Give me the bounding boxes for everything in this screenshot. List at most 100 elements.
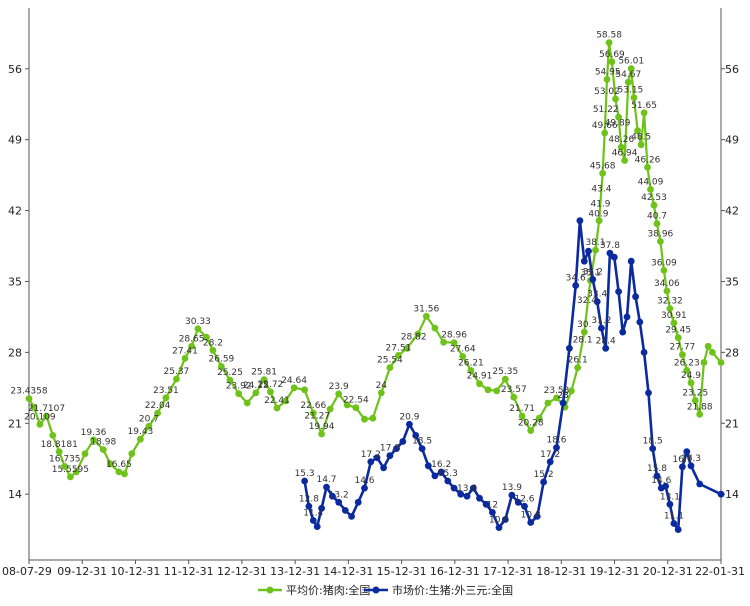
series-1-point-56 xyxy=(623,313,631,321)
data-label-36: 28.96 xyxy=(441,331,467,341)
data-label-45: 26.1 xyxy=(568,356,588,366)
data-label-49: 35.1 xyxy=(580,269,600,279)
series-0-point-20 xyxy=(173,375,180,383)
data-label-81: 24.9 xyxy=(681,371,701,381)
x-tick-label-16-12-31: 16-12-31 xyxy=(430,565,480,578)
series-1-point-10 xyxy=(354,498,362,506)
data-label-73: 38.96 xyxy=(648,229,674,239)
series-1-point-34 xyxy=(508,491,516,499)
x-tick-label-22-01-31: 22-01-31 xyxy=(695,565,745,578)
data-label-115: 13.1 xyxy=(660,492,680,502)
series-1-point-69 xyxy=(679,463,686,471)
legend-marker-green xyxy=(266,586,274,594)
series-0-point-96 xyxy=(670,319,678,327)
data-label-26: 22.66 xyxy=(300,401,326,411)
series-0-point-32 xyxy=(267,388,274,396)
data-label-31: 24 xyxy=(376,381,388,391)
series-0-point-26 xyxy=(218,363,225,370)
series-0-point-40 xyxy=(335,390,343,398)
data-label-101: 10.8 xyxy=(521,511,541,521)
data-label-88: 13.2 xyxy=(329,490,349,500)
data-label-118: 16.3 xyxy=(681,454,701,464)
left-y-tick-labels: 14 21 28 35 42 49 56 xyxy=(8,63,29,501)
series-0-point-50 xyxy=(422,312,430,320)
x-tick-label-18-12-31: 18-12-31 xyxy=(536,565,586,578)
series-0-point-41 xyxy=(343,401,351,409)
series-0-point-83 xyxy=(627,65,635,73)
series-0-point-47 xyxy=(395,352,402,359)
series-0-point-59 xyxy=(501,375,509,383)
data-label-66: 56.01 xyxy=(618,57,644,67)
data-label-105: 23 xyxy=(557,391,568,401)
series-0-point-69 xyxy=(580,328,588,336)
data-label-51: 40.9 xyxy=(588,210,608,220)
data-label-57: 53.02 xyxy=(594,87,620,97)
data-label-68: 48.5 xyxy=(631,133,651,143)
series-0-point-78 xyxy=(612,95,619,103)
series-0-point-11 xyxy=(99,446,107,453)
data-label-74: 36.09 xyxy=(651,258,677,268)
series-1-point-45 xyxy=(576,217,584,225)
data-label-0: 23.4358 xyxy=(10,387,47,397)
series-1-point-67 xyxy=(670,520,678,527)
series-1-point-37 xyxy=(527,519,535,526)
series-0-point-21 xyxy=(181,354,189,362)
series-0-point-63 xyxy=(535,414,543,422)
series-0-point-55 xyxy=(467,367,475,374)
series-1-point-49 xyxy=(593,298,601,306)
series-1-point-41 xyxy=(553,444,560,451)
data-label-13: 25.37 xyxy=(164,367,190,377)
series-0-point-22 xyxy=(188,342,196,350)
series-1-point-52 xyxy=(606,249,614,257)
series-0-point-4 xyxy=(49,432,57,439)
data-label-10: 20.7 xyxy=(139,414,159,424)
x-tick-label-13-12-31: 13-12-31 xyxy=(270,565,320,578)
legend-item-market-price: 市场价:生猪:外三元:全国 xyxy=(364,583,513,597)
series-0-point-57 xyxy=(484,386,492,394)
data-label-110: 28.4 xyxy=(596,336,616,346)
data-label-27: 21.27 xyxy=(304,411,330,421)
series-1 xyxy=(301,217,725,533)
series-1-point-8 xyxy=(341,507,349,514)
series-0-point-94 xyxy=(663,287,671,295)
series-1-point-54 xyxy=(615,288,622,295)
data-label-60: 56.69 xyxy=(599,50,625,60)
right-y-tick-labels: 14 21 28 35 42 49 56 xyxy=(721,63,739,501)
series-1-point-27 xyxy=(463,492,471,500)
series-1-point-20 xyxy=(418,445,426,452)
series-1-point-71 xyxy=(687,462,695,470)
series-0-point-68 xyxy=(574,364,582,371)
data-label-87: 14.7 xyxy=(316,475,336,485)
series-1-point-17 xyxy=(399,438,407,445)
data-label-70: 44.09 xyxy=(638,177,664,187)
data-label-56: 51.22 xyxy=(593,105,619,115)
data-label-75: 34.06 xyxy=(654,279,680,289)
series-1-point-58 xyxy=(632,293,639,301)
y-tick-label-right-28: 28 xyxy=(725,346,739,359)
data-label-97: 12 xyxy=(487,500,498,510)
series-0-point-87 xyxy=(640,109,648,117)
series-1-point-35 xyxy=(514,498,522,506)
series-1-point-62 xyxy=(649,445,657,452)
data-label-33: 27.51 xyxy=(386,343,412,353)
y-tick-label-left-21: 21 xyxy=(8,417,22,430)
series-0-point-3 xyxy=(43,412,50,420)
series-0-point-34 xyxy=(282,397,289,405)
series-0-point-103 xyxy=(700,359,708,366)
series-0-point-80 xyxy=(617,143,625,151)
data-label-22: 25.81 xyxy=(251,368,277,378)
data-label-85: 12.8 xyxy=(299,494,319,504)
x-tick-label-17-12-31: 17-12-31 xyxy=(483,565,533,578)
x-tick-label-09-12-31: 09-12-31 xyxy=(57,565,107,578)
data-label-106: 34.6 xyxy=(566,274,586,284)
series-1-point-30 xyxy=(482,500,490,508)
series-0-point-74 xyxy=(601,129,609,137)
series-0-point-15 xyxy=(128,450,136,458)
series-1-point-5 xyxy=(323,483,330,491)
series-0-point-0 xyxy=(25,395,33,402)
series-0-point-16 xyxy=(137,435,144,443)
data-label-63: 46.94 xyxy=(612,149,638,159)
series-0-point-58 xyxy=(493,387,501,395)
series-1-point-48 xyxy=(589,276,597,283)
series-0-point-85 xyxy=(634,127,641,135)
